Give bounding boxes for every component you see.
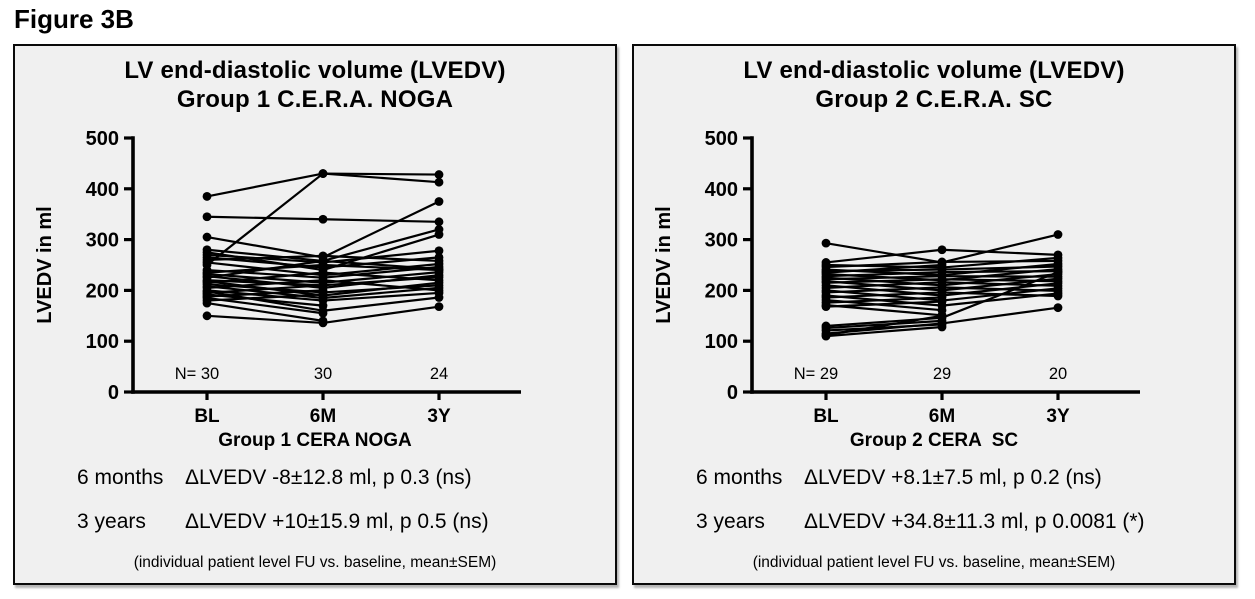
svg-text:200: 200 xyxy=(705,280,738,302)
panel-group1-noga: LV end-diastolic volume (LVEDV) Group 1 … xyxy=(13,44,617,585)
svg-text:20: 20 xyxy=(1049,365,1067,383)
stat-period-label: 6 months xyxy=(77,466,164,489)
svg-text:400: 400 xyxy=(86,179,119,201)
stats-block-group2: 6 months ΔLVEDV +8.1±7.5 ml, p 0.2 (ns) … xyxy=(634,466,1234,534)
svg-text:30: 30 xyxy=(314,365,332,383)
stat-result-value: ΔLVEDV -8±12.8 ml, p 0.3 (ns) xyxy=(185,466,472,489)
svg-text:500: 500 xyxy=(86,128,119,150)
svg-text:300: 300 xyxy=(86,230,119,252)
svg-text:LVEDV in ml: LVEDV in ml xyxy=(653,206,675,323)
stat-period-label: 6 months xyxy=(696,466,783,489)
svg-text:100: 100 xyxy=(86,331,119,353)
panel-title-group2: LV end-diastolic volume (LVEDV) Group 2 … xyxy=(634,56,1234,114)
stat-result-value: ΔLVEDV +10±15.9 ml, p 0.5 (ns) xyxy=(185,510,489,533)
footnote-group1: (individual patient level FU vs. baselin… xyxy=(133,554,497,571)
svg-text:6M: 6M xyxy=(929,406,955,427)
stat-result-value: ΔLVEDV +34.8±11.3 ml, p 0.0081 (*) xyxy=(804,510,1145,533)
lvedv-spaghetti-chart-group2: 0 100 200 300 400 500 LVEDV in ml BL N= 29 6M 29 3Y… xyxy=(653,128,1140,427)
stat-period-label: 3 years xyxy=(77,510,146,533)
svg-text:0: 0 xyxy=(108,382,119,404)
svg-text:400: 400 xyxy=(705,179,738,201)
svg-text:3Y: 3Y xyxy=(1046,406,1070,427)
svg-text:0: 0 xyxy=(727,382,738,404)
svg-text:N= 29: N= 29 xyxy=(794,365,839,383)
svg-text:3Y: 3Y xyxy=(427,406,451,427)
stat-row-3-years: 3 years ΔLVEDV +34.8±11.3 ml, p 0.0081 (… xyxy=(696,510,1234,534)
stats-block-group1: 6 months ΔLVEDV -8±12.8 ml, p 0.3 (ns) 3… xyxy=(15,466,615,534)
x-axis-title-group2: Group 2 CERA SC xyxy=(849,430,1019,451)
panel-title-line2: Group 1 C.E.R.A. NOGA xyxy=(176,86,454,113)
panel-title-line1: LV end-diastolic volume (LVEDV) xyxy=(743,57,1125,84)
panel-group2-sc: LV end-diastolic volume (LVEDV) Group 2 … xyxy=(632,44,1236,585)
svg-text:BL: BL xyxy=(194,406,220,427)
svg-text:500: 500 xyxy=(705,128,738,150)
panel-title-group1: LV end-diastolic volume (LVEDV) Group 1 … xyxy=(15,56,615,114)
lvedv-spaghetti-chart-group1: 0 100 200 300 400 500 LVEDV in ml BL N= 30 6M 30 3Y… xyxy=(34,128,521,427)
figure-label: Figure 3B xyxy=(14,4,134,34)
svg-text:6M: 6M xyxy=(310,406,336,427)
stat-result-value: ΔLVEDV +8.1±7.5 ml, p 0.2 (ns) xyxy=(804,466,1102,489)
footnote-group2: (individual patient level FU vs. baselin… xyxy=(752,554,1116,571)
svg-text:29: 29 xyxy=(933,365,951,383)
svg-text:BL: BL xyxy=(813,406,839,427)
panel-title-line1: LV end-diastolic volume (LVEDV) xyxy=(124,57,506,84)
svg-text:24: 24 xyxy=(430,365,448,383)
stat-row-6-months: 6 months ΔLVEDV -8±12.8 ml, p 0.3 (ns) xyxy=(77,466,615,490)
svg-text:N= 30: N= 30 xyxy=(175,365,220,383)
stat-row-6-months: 6 months ΔLVEDV +8.1±7.5 ml, p 0.2 (ns) xyxy=(696,466,1234,490)
x-axis-title-group1: Group 1 CERA NOGA xyxy=(218,430,412,451)
svg-text:200: 200 xyxy=(86,280,119,302)
svg-text:300: 300 xyxy=(705,230,738,252)
stat-period-label: 3 years xyxy=(696,510,765,533)
svg-text:LVEDV in ml: LVEDV in ml xyxy=(34,206,56,323)
stat-row-3-years: 3 years ΔLVEDV +10±15.9 ml, p 0.5 (ns) xyxy=(77,510,615,534)
panel-title-line2: Group 2 C.E.R.A. SC xyxy=(815,86,1053,113)
svg-text:100: 100 xyxy=(705,331,738,353)
